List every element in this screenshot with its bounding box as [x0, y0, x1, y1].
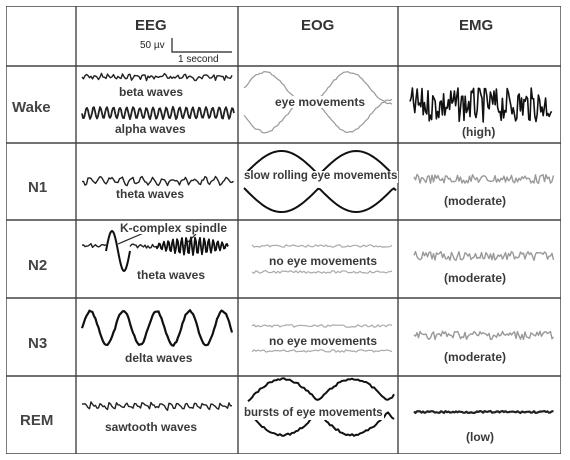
scale-time-label: 1 second [178, 54, 219, 65]
emg-wave-low [413, 409, 554, 415]
stage-label-n1: N1 [28, 179, 48, 196]
emg-wave-moderate-n2 [413, 250, 555, 261]
scale-bar [171, 38, 232, 53]
eeg-k-complex [105, 230, 131, 272]
eog-flat-n2-upper [251, 244, 393, 248]
eog-label-slow-rolling: slow rolling eye movements [243, 170, 399, 183]
eeg-label-sawtooth-waves: sawtooth waves [104, 420, 199, 434]
eog-flat-n3-lower [251, 349, 393, 353]
eog-label-eye-movements: eye movements [274, 95, 367, 109]
eog-bursts-upper [247, 377, 395, 403]
k-complex-arrow [117, 231, 147, 245]
eeg-wave-sawtooth [81, 401, 233, 411]
column-header-eog: EOG [301, 17, 335, 34]
eeg-label-k-complex: K-complex [119, 221, 183, 235]
column-header-emg: EMG [459, 17, 494, 34]
waveform-layer [80, 38, 555, 437]
emg-wave-moderate-n3 [413, 330, 555, 341]
eeg-label-beta-waves: beta waves [118, 85, 185, 99]
eog-label-bursts: bursts of eye movements [243, 407, 384, 420]
stage-label-wake: Wake [12, 99, 51, 116]
eeg-wave-alpha [81, 105, 235, 121]
eeg-wave-beta [81, 72, 233, 82]
eeg-label-alpha-waves: alpha waves [114, 122, 187, 136]
table-grid-lines [6, 6, 561, 454]
emg-label-high: (high) [462, 125, 496, 139]
eeg-wave-delta [80, 309, 234, 347]
eeg-wave-theta-n1 [81, 175, 234, 187]
eeg-wave-n2-pre [81, 243, 107, 248]
emg-label-moderate-n3: (moderate) [444, 350, 507, 364]
column-header-eeg: EEG [135, 17, 167, 34]
eog-label-no-eye-movements-n2: no eye movements [268, 254, 379, 268]
stage-label-n3: N3 [28, 335, 48, 352]
emg-label-low: (low) [466, 430, 494, 444]
scale-amplitude-label: 50 µv [140, 40, 165, 51]
emg-wave-moderate-n1 [413, 173, 555, 184]
eeg-label-theta-waves-n1: theta waves [115, 187, 186, 201]
sleep-stage-table: EEG EOG EMG 50 µv 1 second Wake N1 N2 N3… [6, 6, 561, 454]
eeg-label-theta-waves-n2: theta waves [136, 268, 207, 282]
eog-flat-n2-lower [251, 270, 393, 274]
eog-wave-slow-lower [243, 187, 397, 213]
spindle-arrow [183, 233, 197, 247]
emg-label-moderate-n1: (moderate) [444, 194, 507, 208]
emg-label-moderate-n2: (moderate) [444, 271, 507, 285]
eeg-label-delta-waves: delta waves [124, 351, 194, 365]
eeg-wave-n2-mid [129, 243, 156, 249]
eeg-label-spindle: spindle [184, 221, 229, 235]
eog-flat-n3-upper [251, 324, 393, 328]
emg-wave-high [409, 87, 553, 123]
eog-label-no-eye-movements-n3: no eye movements [268, 334, 379, 348]
stage-label-rem: REM [20, 412, 54, 429]
stage-label-n2: N2 [28, 257, 48, 274]
eeg-spindle [155, 236, 229, 256]
